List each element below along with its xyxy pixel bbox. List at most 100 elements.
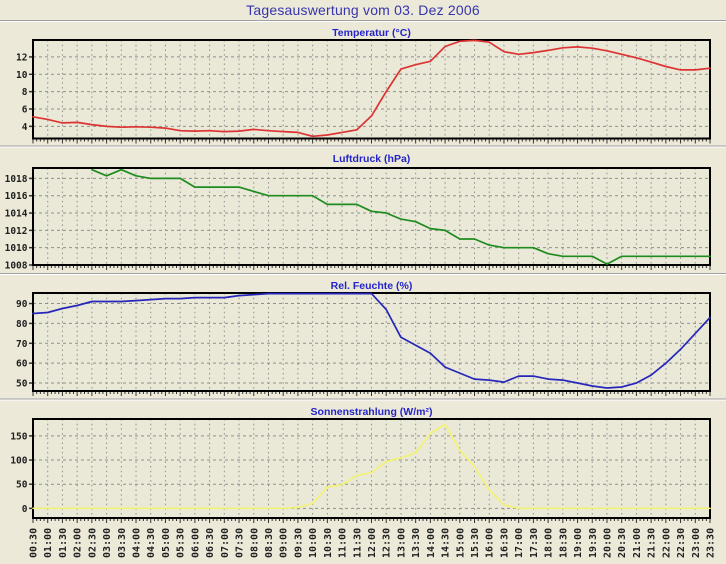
humidity-grid [33, 293, 710, 391]
time-label: 21:30 [647, 528, 658, 558]
time-label: 18:00 [544, 528, 555, 558]
time-label: 19:00 [573, 528, 584, 558]
time-label: 22:30 [676, 528, 687, 558]
humidity-series-line [32, 292, 711, 389]
time-label: 16:30 [499, 528, 510, 558]
time-label: 03:00 [102, 528, 113, 558]
temperature-plot-frame [32, 39, 711, 140]
time-label: 20:00 [602, 528, 613, 558]
time-label: 08:30 [264, 528, 275, 558]
time-label: 11:00 [338, 528, 349, 558]
solar-y-axis-labels: 0 50 100 150 [10, 431, 33, 515]
humidity-plot-area [33, 293, 710, 391]
humidity-panel: Rel. Feuchte (%) 50 60 70 80 90 [16, 280, 711, 396]
pressure-chart-title: Luftdruck (hPa) [333, 153, 411, 165]
time-label: 09:00 [279, 528, 290, 558]
temperature-series-line [32, 39, 711, 138]
page-header: Tagesauswertung vom 03. Dez 2006 [0, 0, 726, 20]
time-label: 12:00 [367, 528, 378, 558]
time-label: 15:00 [455, 528, 466, 558]
temperature-grid [33, 40, 710, 139]
time-label: 02:00 [73, 528, 84, 558]
svg-text:50: 50 [16, 480, 28, 491]
time-label: 06:30 [205, 528, 216, 558]
svg-text:1008: 1008 [5, 261, 28, 272]
section-divider [0, 145, 726, 148]
svg-text:4: 4 [22, 122, 28, 133]
time-label: 13:30 [411, 528, 422, 558]
page-title: Tagesauswertung vom 03. Dez 2006 [246, 2, 480, 18]
time-label: 07:00 [220, 528, 231, 558]
time-label: 13:00 [396, 528, 407, 558]
pressure-y-axis-labels: 1008 1010 1012 1014 1016 1018 [5, 174, 33, 272]
svg-text:8: 8 [22, 87, 28, 98]
x-axis-time-labels: 00:30 01:00 01:30 02:00 02:30 03:00 03:30 04:00… [29, 528, 717, 558]
time-label: 09:30 [293, 528, 304, 558]
solar-panel: Sonnenstrahlung (W/m²) 0 50 100 150 [10, 406, 711, 523]
svg-text:1010: 1010 [5, 243, 28, 254]
solar-plot-frame [32, 418, 711, 519]
time-label: 10:00 [308, 528, 319, 558]
time-label: 14:30 [441, 528, 452, 558]
time-label: 22:00 [661, 528, 672, 558]
time-label: 19:30 [588, 528, 599, 558]
time-label: 21:00 [632, 528, 643, 558]
svg-text:12: 12 [16, 52, 27, 63]
time-label: 06:00 [190, 528, 201, 558]
temperature-y-axis-labels: 4 6 8 10 12 [16, 52, 33, 133]
solar-chart-title: Sonnenstrahlung (W/m²) [311, 406, 433, 418]
svg-text:10: 10 [16, 70, 28, 81]
temperature-chart-title: Temperatur (°C) [332, 27, 411, 39]
svg-text:50: 50 [16, 379, 28, 390]
solar-x-tick-strip [32, 519, 711, 523]
svg-text:0: 0 [22, 504, 28, 515]
solar-series-line [32, 423, 711, 510]
temperature-panel: Temperatur (°C) 4 6 8 10 12 [16, 27, 711, 144]
time-label: 15:30 [470, 528, 481, 558]
pressure-series-line [91, 168, 711, 265]
time-label: 17:30 [529, 528, 540, 558]
time-label: 01:00 [43, 528, 54, 558]
time-label: 18:30 [558, 528, 569, 558]
svg-text:1014: 1014 [5, 209, 28, 220]
time-label: 12:30 [382, 528, 393, 558]
svg-text:70: 70 [16, 339, 28, 350]
temperature-plot-area [33, 40, 710, 139]
pressure-plot-frame [32, 167, 711, 266]
svg-text:6: 6 [22, 104, 28, 115]
time-label: 11:30 [352, 528, 363, 558]
time-label: 10:30 [323, 528, 334, 558]
time-label: 14:00 [426, 528, 437, 558]
svg-text:1018: 1018 [5, 174, 28, 185]
svg-text:60: 60 [16, 359, 28, 370]
temperature-x-tick-strip [32, 139, 711, 144]
humidity-x-tick-strip [32, 392, 711, 396]
svg-text:100: 100 [10, 456, 27, 467]
pressure-x-tick-strip [32, 266, 711, 270]
svg-text:1016: 1016 [5, 191, 28, 202]
time-label: 20:30 [617, 528, 628, 558]
time-label: 05:00 [161, 528, 172, 558]
time-label: 04:00 [132, 528, 143, 558]
section-divider [0, 273, 726, 275]
time-label: 02:30 [87, 528, 98, 558]
pressure-grid [33, 168, 710, 265]
time-label: 08:00 [249, 528, 260, 558]
time-label: 17:00 [514, 528, 525, 558]
section-divider [0, 398, 726, 401]
time-label: 00:30 [29, 528, 40, 558]
time-label: 07:30 [235, 528, 246, 558]
svg-text:1012: 1012 [5, 226, 28, 237]
pressure-panel: Luftdruck (hPa) 1008 1010 1012 1014 1016 1018 [5, 153, 711, 272]
time-label: 16:00 [485, 528, 496, 558]
time-label: 05:30 [176, 528, 187, 558]
svg-text:80: 80 [16, 319, 28, 330]
header-divider [0, 20, 726, 22]
humidity-y-axis-labels: 50 60 70 80 90 [16, 299, 33, 390]
time-label: 04:30 [146, 528, 157, 558]
time-label: 23:00 [691, 528, 702, 558]
time-label: 03:30 [117, 528, 128, 558]
humidity-chart-title: Rel. Feuchte (%) [331, 280, 413, 292]
time-label: 23:30 [706, 528, 717, 558]
